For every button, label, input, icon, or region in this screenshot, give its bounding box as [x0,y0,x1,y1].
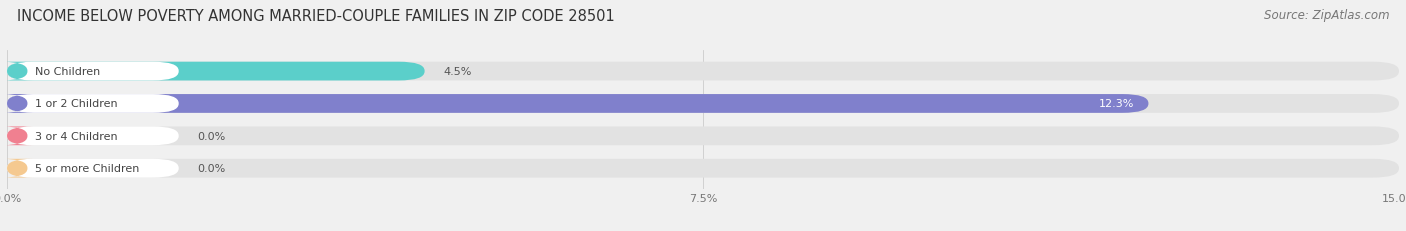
FancyBboxPatch shape [7,95,1149,113]
Text: 4.5%: 4.5% [443,67,471,77]
FancyBboxPatch shape [1,159,32,178]
Text: 5 or more Children: 5 or more Children [35,164,139,173]
FancyBboxPatch shape [1,95,32,113]
FancyBboxPatch shape [7,159,179,178]
Text: 0.0%: 0.0% [197,131,225,141]
Text: 3 or 4 Children: 3 or 4 Children [35,131,118,141]
FancyBboxPatch shape [1,62,32,81]
FancyBboxPatch shape [7,127,1399,146]
FancyBboxPatch shape [7,95,1399,113]
Text: INCOME BELOW POVERTY AMONG MARRIED-COUPLE FAMILIES IN ZIP CODE 28501: INCOME BELOW POVERTY AMONG MARRIED-COUPL… [17,9,614,24]
FancyBboxPatch shape [7,127,179,146]
Text: 0.0%: 0.0% [197,164,225,173]
FancyBboxPatch shape [7,62,1399,81]
Text: No Children: No Children [35,67,100,77]
FancyBboxPatch shape [7,95,179,113]
Text: Source: ZipAtlas.com: Source: ZipAtlas.com [1264,9,1389,22]
Text: 1 or 2 Children: 1 or 2 Children [35,99,118,109]
Text: 12.3%: 12.3% [1099,99,1135,109]
FancyBboxPatch shape [1,127,32,146]
FancyBboxPatch shape [7,62,179,81]
FancyBboxPatch shape [7,159,1399,178]
FancyBboxPatch shape [7,62,425,81]
